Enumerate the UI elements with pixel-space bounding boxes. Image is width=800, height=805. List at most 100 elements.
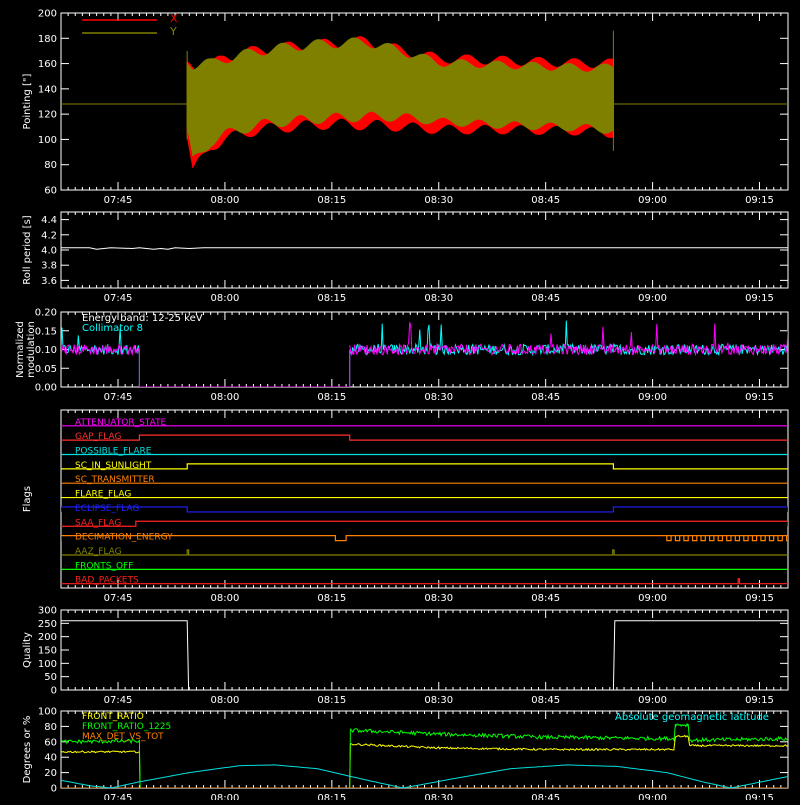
y-axis-label: Degrees or %: [22, 716, 33, 784]
y-tick-label: 4.2: [41, 230, 57, 241]
x-tick-label: 07:45: [104, 695, 133, 706]
x-tick-label: 08:45: [531, 293, 560, 304]
x-tick-label: 09:00: [638, 392, 667, 403]
y-tick-label: 0.10: [35, 345, 57, 356]
panel-3: 07:45 08:00 08:15 08:30 08:45 09:00 09:15 0.00 0…: [15, 308, 789, 403]
y-tick-label: 100: [38, 135, 57, 146]
x-tick-label: 08:00: [211, 593, 240, 604]
flag-label: ATTENUATOR_STATE: [75, 418, 167, 428]
plot-area: [61, 30, 788, 169]
y-axis-label: Roll period [s]: [22, 215, 33, 284]
legend-label: FRONT_RATIO_1225: [82, 722, 171, 732]
x-tick-label: 08:45: [531, 793, 560, 800]
plot-area: [61, 722, 788, 788]
y-tick-label: 100: [38, 659, 57, 670]
legend-label: MAX_DET_VS_TOT: [82, 732, 164, 742]
flag-label: BAD_PACKETS: [75, 576, 139, 586]
x-tick-label: 08:15: [317, 695, 346, 706]
y-tick-label: 250: [38, 619, 57, 630]
y-tick-label: 0: [51, 784, 57, 795]
x-tick-label: 09:15: [745, 293, 774, 304]
x-tick-label: 07:45: [104, 392, 133, 403]
series-line-1: [61, 734, 788, 788]
x-tick-label: 08:15: [317, 593, 346, 604]
series-y-envelope: [186, 37, 614, 156]
flag-toggle-marks: [666, 535, 788, 542]
y-tick-label: 0.20: [35, 308, 57, 319]
y-tick-label: 40: [44, 753, 57, 764]
y-axis-label: Flags: [22, 486, 33, 512]
panel-1: 07:45 08:00 08:15 08:30 08:45 09:00 09:15 60 80 1…: [22, 9, 789, 206]
y-tick-label: 80: [44, 160, 57, 171]
y-tick-label: 4.4: [41, 215, 57, 226]
y-tick-label: 60: [44, 186, 57, 197]
flag-line: [61, 506, 788, 513]
y-tick-label: 0: [51, 686, 57, 697]
roll-period-line: [61, 247, 788, 250]
y-axis-label: Normalized: [15, 321, 26, 378]
y-tick-label: 120: [38, 110, 57, 121]
x-tick-label: 09:15: [745, 593, 774, 604]
x-tick-label: 09:15: [745, 695, 774, 706]
series-line-4: [61, 764, 788, 788]
x-tick-label: 07:45: [104, 195, 133, 206]
x-tick-label: 08:00: [211, 392, 240, 403]
flag-label: ECLIPSE_FLAG: [75, 504, 139, 514]
plot-area: [61, 425, 788, 585]
flag-label: FLARE_FLAG: [75, 490, 131, 500]
y-tick-label: 3.6: [41, 276, 57, 287]
y-tick-label: 200: [38, 632, 57, 643]
flag-label: DECIMATION_ENERGY: [75, 533, 173, 543]
x-tick-label: 09:00: [638, 195, 667, 206]
y-tick-label: 300: [38, 606, 57, 617]
x-tick-label: 09:00: [638, 793, 667, 800]
x-tick-label: 07:45: [104, 593, 133, 604]
y-tick-label: 180: [38, 34, 57, 45]
annotation: Absolute geomagnetic latitude: [615, 712, 769, 723]
modulation-series-1: [61, 320, 788, 387]
x-tick-label: 09:00: [638, 593, 667, 604]
quality-line: [61, 620, 788, 690]
panel-5: 07:45 08:00 08:15 08:30 08:45 09:00 09:15 0 50 10…: [22, 606, 789, 706]
x-tick-label: 09:15: [745, 195, 774, 206]
x-tick-label: 08:15: [317, 293, 346, 304]
y-tick-label: 0.05: [35, 364, 57, 375]
x-tick-label: 09:15: [745, 392, 774, 403]
plot-area: [61, 247, 788, 250]
flag-line: [61, 434, 788, 441]
x-tick-label: 08:15: [317, 195, 346, 206]
y-tick-label: 150: [38, 646, 57, 657]
flag-line: [61, 463, 788, 470]
y-tick-label: 3.8: [41, 261, 57, 272]
series-line-2: [61, 722, 788, 788]
panel-frame: [60, 211, 789, 289]
plot-area: [61, 620, 788, 690]
flag-line: [61, 549, 788, 556]
x-tick-label: 09:15: [745, 793, 774, 800]
y-tick-label: 200: [38, 9, 57, 20]
y-tick-label: 100: [38, 707, 57, 718]
y-tick-label: 0.15: [35, 326, 57, 337]
x-tick-label: 08:45: [531, 392, 560, 403]
flag-label: SC_TRANSMITTER: [75, 475, 155, 485]
flag-line: [61, 578, 788, 585]
flag-label: GAP_FLAG: [75, 432, 121, 442]
x-tick-label: 08:15: [317, 793, 346, 800]
flag-label: AAZ_FLAG: [75, 547, 122, 557]
y-tick-label: 0.00: [35, 383, 57, 394]
x-tick-label: 08:45: [531, 195, 560, 206]
y-tick-label: 80: [44, 722, 57, 733]
panel-2: 07:45 08:00 08:15 08:30 08:45 09:00 09:15 3.6 3.…: [22, 211, 789, 304]
x-tick-label: 07:45: [104, 293, 133, 304]
plot-area: [61, 320, 788, 387]
x-tick-label: 07:45: [104, 793, 133, 800]
x-tick-label: 08:30: [424, 293, 453, 304]
x-tick-label: 08:30: [424, 392, 453, 403]
x-tick-label: 08:00: [211, 793, 240, 800]
x-tick-label: 08:00: [211, 293, 240, 304]
x-tick-label: 08:15: [317, 392, 346, 403]
y-tick-label: 140: [38, 84, 57, 95]
y-axis-label: modulation: [26, 321, 37, 378]
